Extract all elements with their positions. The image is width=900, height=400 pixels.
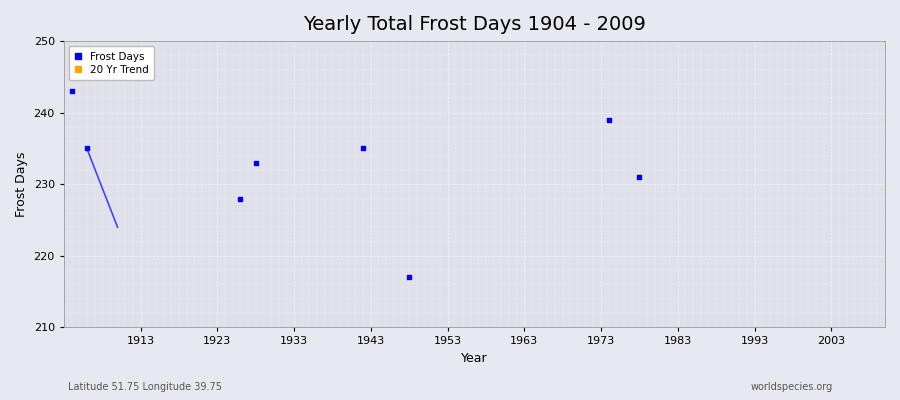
Point [233, 195, 248, 202]
Point [601, 117, 616, 123]
Point [80, 145, 94, 152]
Point [402, 274, 417, 280]
Text: worldspecies.org: worldspecies.org [751, 382, 833, 392]
Point [248, 160, 263, 166]
Point [64, 88, 78, 94]
Y-axis label: Frost Days: Frost Days [15, 152, 28, 217]
Title: Yearly Total Frost Days 1904 - 2009: Yearly Total Frost Days 1904 - 2009 [303, 15, 646, 34]
Point [632, 174, 646, 180]
Legend: Frost Days, 20 Yr Trend: Frost Days, 20 Yr Trend [69, 46, 154, 80]
X-axis label: Year: Year [461, 352, 488, 365]
Text: Latitude 51.75 Longitude 39.75: Latitude 51.75 Longitude 39.75 [68, 382, 221, 392]
Point [356, 145, 370, 152]
